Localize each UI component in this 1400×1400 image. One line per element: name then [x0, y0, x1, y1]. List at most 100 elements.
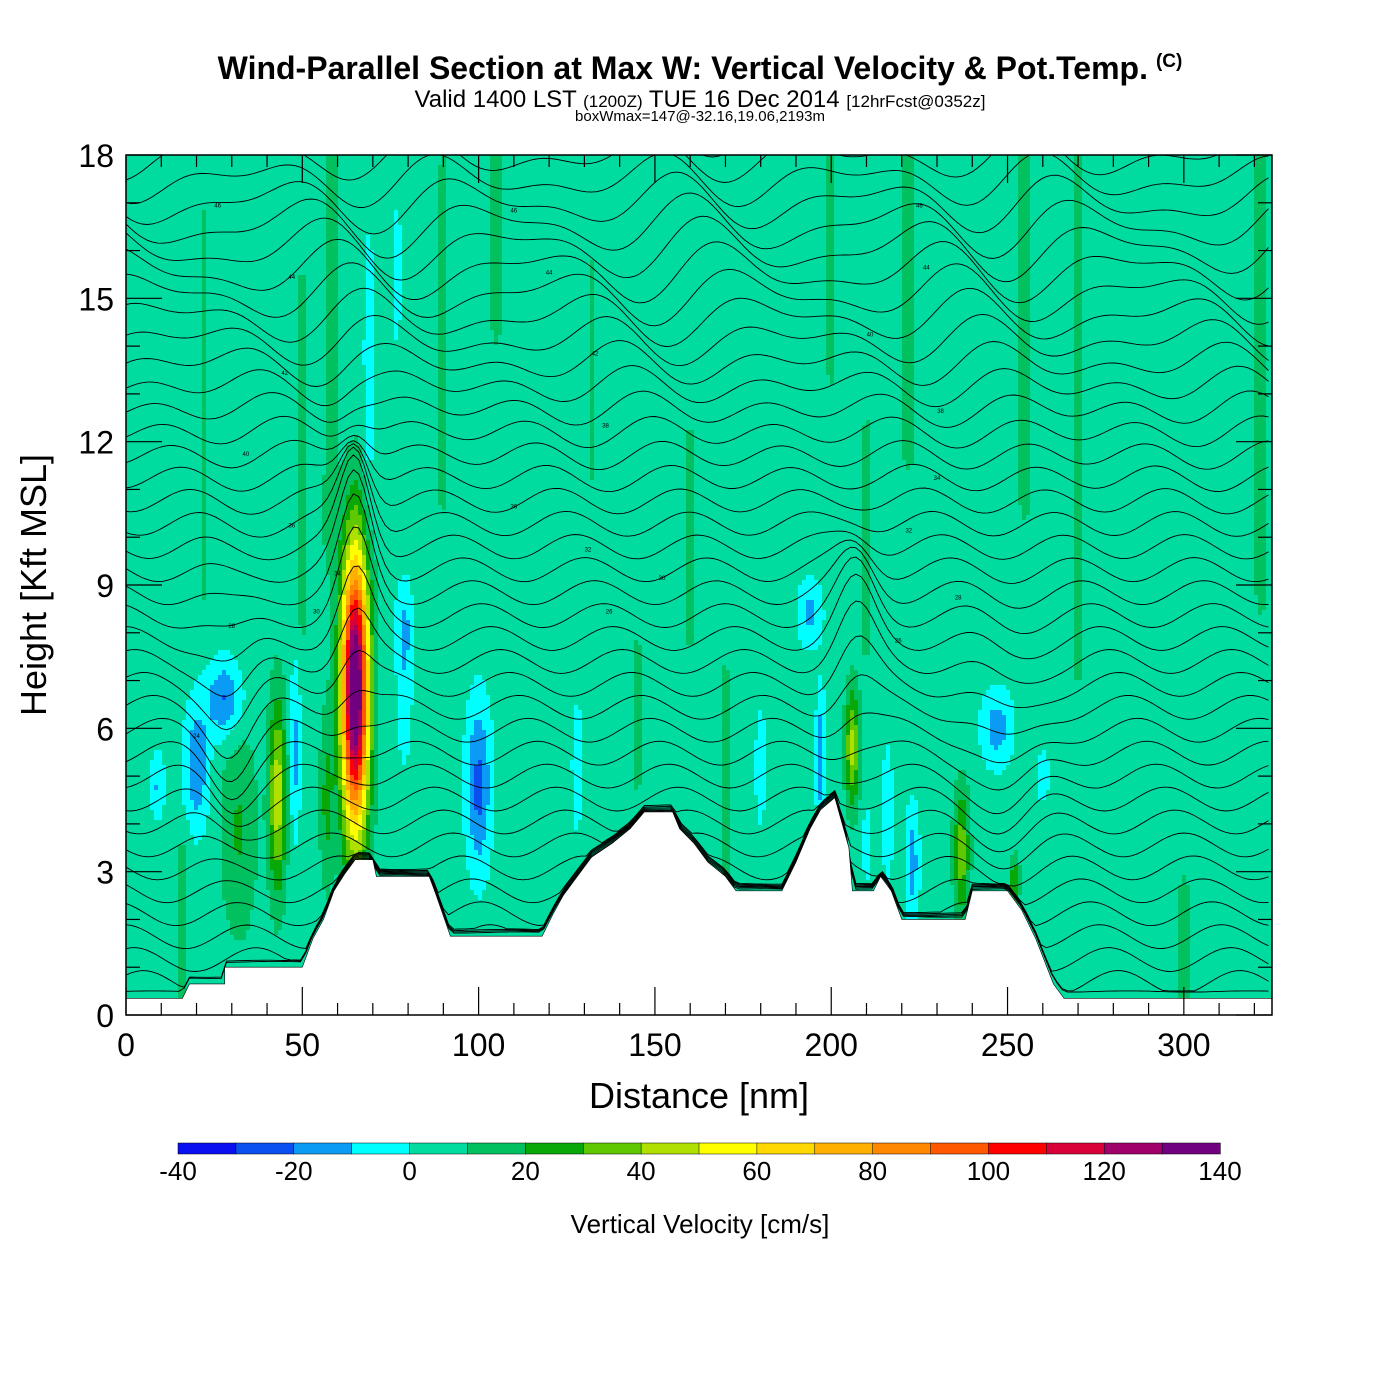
w-cell	[1222, 155, 1227, 1015]
w-cell	[618, 155, 623, 1015]
w-cell	[906, 155, 911, 471]
w-cell	[1054, 155, 1059, 1015]
w-cell	[350, 585, 355, 596]
w-cell	[1010, 755, 1015, 856]
w-cell	[986, 155, 991, 691]
w-cell	[514, 155, 519, 1015]
w-cell	[474, 675, 479, 721]
forecast-info: [12hrFcst@0352z]	[846, 92, 986, 111]
w-cell	[222, 155, 227, 651]
theta-label: 40	[243, 452, 250, 458]
w-cell	[442, 155, 447, 511]
w-cell	[814, 155, 819, 581]
w-cell	[346, 445, 351, 496]
w-cell	[230, 755, 235, 936]
w-cell	[462, 155, 467, 736]
w-cell	[818, 155, 823, 586]
w-cell	[354, 565, 359, 581]
w-cell	[318, 155, 323, 751]
w-cell	[366, 725, 371, 761]
w-cell	[242, 155, 247, 691]
w-cell	[822, 610, 827, 621]
w-cell	[470, 155, 475, 686]
w-cell	[234, 810, 239, 851]
w-cell	[218, 650, 223, 676]
w-cell	[914, 155, 919, 801]
y-axis-title: Height [Kft MSL]	[13, 454, 54, 716]
theta-label: 28	[955, 595, 962, 601]
colorbar-tick-label: 140	[1198, 1156, 1241, 1186]
w-cell	[326, 755, 331, 841]
w-cell	[210, 720, 215, 761]
w-cell	[774, 155, 779, 1015]
w-cell	[362, 790, 367, 811]
theta-label: 32	[905, 528, 912, 534]
w-cell	[354, 780, 359, 791]
theta-label: 28	[228, 624, 235, 630]
w-cell	[858, 155, 863, 691]
w-cell	[362, 810, 367, 831]
w-cell	[330, 790, 335, 886]
w-cell	[1146, 155, 1151, 1015]
w-cell	[474, 850, 479, 896]
w-cell	[850, 730, 855, 766]
theta-contour	[126, 790, 1269, 853]
w-cell	[362, 605, 367, 626]
w-cell	[1058, 155, 1063, 1015]
w-cell	[970, 155, 975, 836]
w-cell	[998, 745, 1003, 776]
theta-label: 34	[334, 571, 341, 577]
w-cell	[426, 155, 431, 1015]
w-cell	[1026, 155, 1031, 516]
x-tick-labels: 0 50 100 150 200 250 300	[117, 1027, 1210, 1063]
w-cell	[346, 545, 351, 561]
theta-label: 46	[511, 208, 518, 214]
w-cell	[474, 810, 479, 851]
w-cell	[338, 830, 343, 891]
w-cell	[590, 155, 595, 261]
w-cell	[546, 155, 551, 1015]
w-cell	[1050, 155, 1055, 1015]
w-cell	[334, 625, 339, 786]
w-cell	[1094, 155, 1099, 1015]
w-cell	[222, 900, 227, 1015]
w-cell	[498, 335, 503, 1015]
theta-contour	[126, 287, 1269, 347]
w-cell	[790, 155, 795, 1015]
w-cell	[438, 155, 443, 166]
w-cell	[662, 155, 667, 1015]
w-cell	[370, 580, 375, 636]
w-cell	[182, 720, 187, 806]
w-cell	[542, 155, 547, 1015]
w-cell	[190, 690, 195, 731]
terrain-mask	[126, 797, 1272, 1015]
w-cell	[242, 700, 247, 741]
w-cell	[366, 620, 371, 661]
w-cell	[278, 700, 283, 731]
w-cell	[358, 710, 363, 736]
w-cell	[366, 815, 371, 851]
w-cell	[1038, 155, 1043, 756]
w-cell	[354, 790, 359, 801]
w-cell	[450, 155, 455, 1015]
w-cell	[502, 155, 507, 1015]
w-cell	[374, 155, 379, 561]
w-cell	[510, 155, 515, 1015]
w-cell	[958, 770, 963, 801]
w-cell	[274, 155, 279, 656]
w-cell	[966, 155, 971, 786]
w-cell	[822, 155, 827, 611]
w-cell	[162, 765, 167, 806]
x-axis-title: Distance [nm]	[589, 1075, 809, 1116]
w-cell	[1010, 870, 1015, 896]
w-cell	[854, 155, 859, 671]
w-cell	[822, 690, 827, 821]
theta-contour	[126, 493, 1269, 609]
w-cell	[474, 720, 479, 766]
w-cell	[346, 820, 351, 841]
w-cell	[342, 835, 347, 866]
w-cell	[894, 155, 899, 1015]
w-cell	[962, 770, 967, 801]
w-cell	[174, 155, 179, 1015]
w-cell	[646, 155, 651, 1015]
